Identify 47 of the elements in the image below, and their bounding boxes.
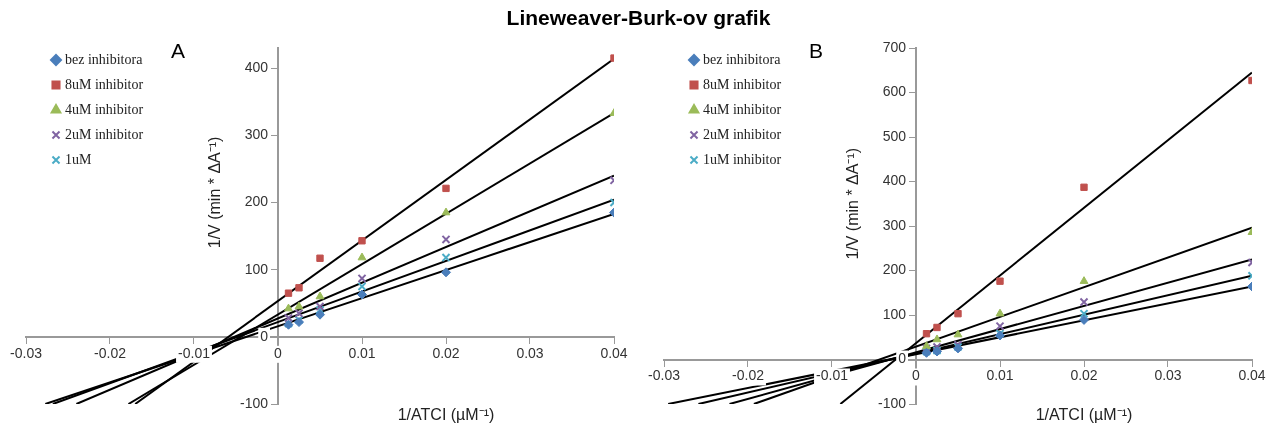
legend-label: 1uM: [65, 151, 92, 167]
legend-label: 4uM inhibitor: [65, 101, 144, 117]
legend-label: 8uM inhibitor: [65, 76, 144, 92]
legend-label: 1uM inhibitor: [703, 151, 782, 167]
y-axis-title: 1/V (min * ΔA⁻¹): [844, 147, 862, 260]
y-tick-label: 600: [882, 83, 907, 100]
x-tick-label: 0.03: [516, 344, 544, 361]
x-tick-label: 0.02: [432, 344, 460, 361]
x-tick-label: -0.02: [732, 367, 765, 384]
legend-label: 2uM inhibitor: [65, 126, 144, 142]
legend-label: bez inhibitora: [703, 51, 782, 67]
x-tick-label: -0.01: [178, 344, 211, 361]
y-tick-label: 100: [244, 260, 269, 277]
y-tick-label: 0: [260, 327, 269, 344]
x-tick-label: 0: [912, 367, 921, 384]
x-tick-label: -0.03: [648, 367, 681, 384]
legend-label: 8uM inhibitor: [703, 76, 782, 92]
y-tick-label: 100: [882, 305, 907, 322]
annotation: A: [170, 39, 186, 63]
legend-label: 4uM inhibitor: [703, 101, 782, 117]
x-axis-title: 1/ATCI (µM⁻¹): [397, 406, 495, 424]
x-tick-label: 0.02: [1070, 367, 1098, 384]
y-tick-label: 400: [244, 59, 269, 76]
y-tick-label: 300: [882, 216, 907, 233]
y-tick-label: 700: [882, 38, 907, 55]
x-tick-label: 0.01: [348, 344, 376, 361]
y-tick-label: 500: [882, 127, 907, 144]
legend-label: bez inhibitora: [65, 51, 144, 67]
x-tick-label: 0: [274, 344, 283, 361]
y-axis-title: 1/V (min * ΔA⁻¹): [206, 136, 224, 249]
chart-title: Lineweaver-Burk-ov grafik: [505, 6, 772, 30]
x-tick-label: 0.04: [600, 344, 628, 361]
x-tick-label: 0.03: [1154, 367, 1182, 384]
y-tick-label: -100: [239, 394, 269, 411]
x-tick-label: 0.01: [986, 367, 1014, 384]
x-tick-label: -0.02: [94, 344, 127, 361]
y-tick-label: 200: [882, 261, 907, 278]
y-tick-label: -100: [877, 394, 907, 411]
x-tick-label: -0.01: [816, 367, 849, 384]
y-tick-label: 200: [244, 193, 269, 210]
x-axis-title: 1/ATCI (µM⁻¹): [1035, 406, 1133, 424]
legend-label: 2uM inhibitor: [703, 126, 782, 142]
y-tick-label: 300: [244, 126, 269, 143]
annotation: B: [808, 39, 824, 63]
x-tick-label: 0.04: [1238, 367, 1266, 384]
y-tick-label: 400: [882, 172, 907, 189]
x-tick-label: -0.03: [10, 344, 43, 361]
